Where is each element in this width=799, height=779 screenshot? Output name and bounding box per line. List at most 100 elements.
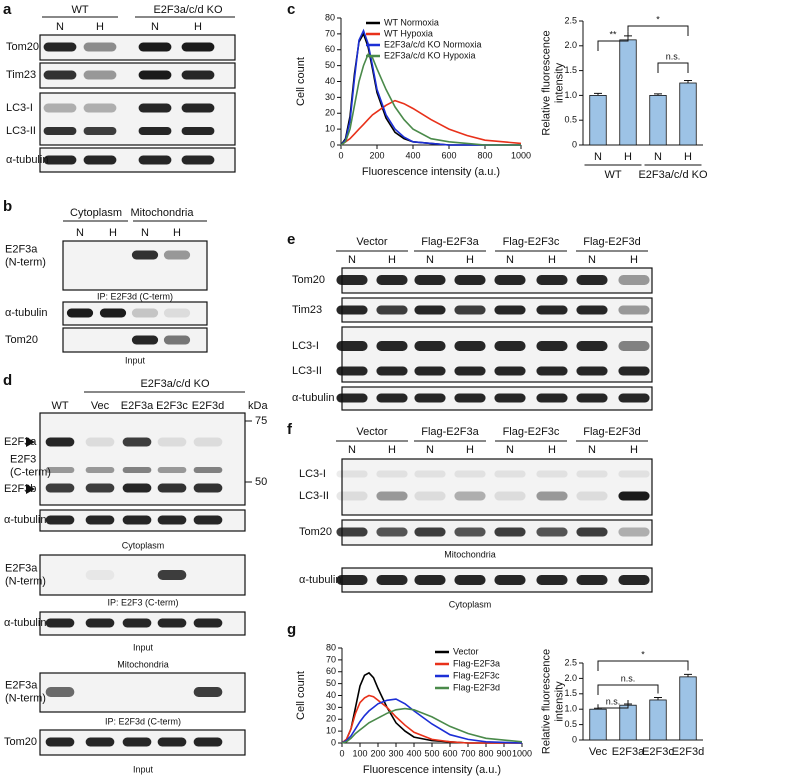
significance-bracket xyxy=(597,660,689,671)
group-label: E2F3a/c/d KO xyxy=(153,4,223,16)
band xyxy=(494,305,526,315)
bar xyxy=(679,82,697,146)
lane-label: N xyxy=(506,444,514,456)
panel-letter: g xyxy=(287,621,296,638)
series-line xyxy=(340,53,521,146)
band xyxy=(536,275,568,285)
band xyxy=(122,437,152,447)
band xyxy=(576,393,608,403)
x-tick-label: E2F3d xyxy=(672,746,704,758)
x-tick-label: E2F3c xyxy=(642,746,674,758)
unit-label: kDa xyxy=(248,400,268,412)
caption: Cytoplasm xyxy=(449,599,492,609)
band xyxy=(414,527,446,537)
bar xyxy=(649,95,667,146)
band xyxy=(454,527,486,537)
band xyxy=(376,575,408,585)
y-tick-label: 2.5 xyxy=(564,657,577,667)
legend-label: Vector xyxy=(453,646,479,656)
band xyxy=(376,305,408,315)
row-label: E2F3a xyxy=(5,562,38,574)
lane-label: H xyxy=(96,21,104,33)
band xyxy=(138,42,172,52)
band xyxy=(618,491,650,501)
band xyxy=(45,437,75,447)
band xyxy=(454,275,486,285)
lane-label: H xyxy=(194,21,202,33)
blot xyxy=(341,458,653,516)
band xyxy=(336,527,368,537)
band xyxy=(181,42,215,52)
band xyxy=(536,366,568,376)
significance-label: n.s. xyxy=(606,696,621,706)
significance-bracket xyxy=(627,25,689,36)
band xyxy=(618,470,650,478)
lane-label: E2F3c xyxy=(156,400,188,412)
row-label: (N-term) xyxy=(5,256,46,268)
x-tick-label: 600 xyxy=(441,150,456,160)
band xyxy=(193,687,223,697)
caption: Input xyxy=(133,764,154,774)
bar xyxy=(619,39,637,146)
lane-label: N xyxy=(426,444,434,456)
legend-label: Flag-E2F3d xyxy=(453,682,500,692)
y-tick-label: 30 xyxy=(325,92,335,102)
arrowhead xyxy=(26,437,35,447)
x-tick-label: 200 xyxy=(369,150,384,160)
lane-label: H xyxy=(630,444,638,456)
caption: IP: E2F3 (C-term) xyxy=(107,597,178,607)
row-label: (C-term) xyxy=(10,466,51,478)
band xyxy=(494,575,526,585)
row-label: α-tubulin xyxy=(6,154,48,166)
group-label: Flag-E2F3c xyxy=(503,426,560,438)
lane-label: N xyxy=(506,254,514,266)
significance-bracket xyxy=(597,684,659,695)
error-bar xyxy=(654,93,662,96)
marker-label: 50 xyxy=(255,476,267,488)
band xyxy=(131,335,159,345)
group-label: Vector xyxy=(356,236,388,248)
row-label: Tim23 xyxy=(292,304,322,316)
blot xyxy=(39,554,246,596)
band xyxy=(138,70,172,80)
band xyxy=(536,341,568,351)
lane-label: N xyxy=(76,227,84,239)
band xyxy=(163,250,191,260)
band xyxy=(494,470,526,478)
band xyxy=(494,341,526,351)
significance-bracket xyxy=(657,62,689,73)
band xyxy=(414,575,446,585)
band xyxy=(618,366,650,376)
band xyxy=(122,618,152,628)
caption: Cytoplasm xyxy=(122,540,165,550)
band xyxy=(618,275,650,285)
y-tick-label: 0 xyxy=(572,734,577,744)
y-tick-label: 60 xyxy=(326,666,336,676)
band xyxy=(193,467,223,473)
lane-label: Vec xyxy=(91,400,110,412)
panel-letter: e xyxy=(287,231,295,248)
bar xyxy=(679,676,697,741)
caption: Mitochondria xyxy=(117,659,169,669)
band xyxy=(376,341,408,351)
band xyxy=(193,737,223,747)
panel-letter: b xyxy=(3,198,12,215)
caption: Mitochondria xyxy=(444,549,496,559)
band xyxy=(376,366,408,376)
band xyxy=(193,618,223,628)
band xyxy=(336,275,368,285)
band xyxy=(85,515,115,525)
lane-label: N xyxy=(56,21,64,33)
band xyxy=(454,393,486,403)
band xyxy=(336,575,368,585)
band xyxy=(83,155,117,165)
band xyxy=(85,467,115,473)
x-tick-label: 900 xyxy=(496,748,511,758)
series-line xyxy=(340,99,522,146)
y-tick-label: 50 xyxy=(326,678,336,688)
row-label: LC3-I xyxy=(299,468,326,480)
band xyxy=(85,437,115,447)
lane-label: N xyxy=(588,444,596,456)
row-label: Tom20 xyxy=(6,41,39,53)
band xyxy=(85,483,115,493)
